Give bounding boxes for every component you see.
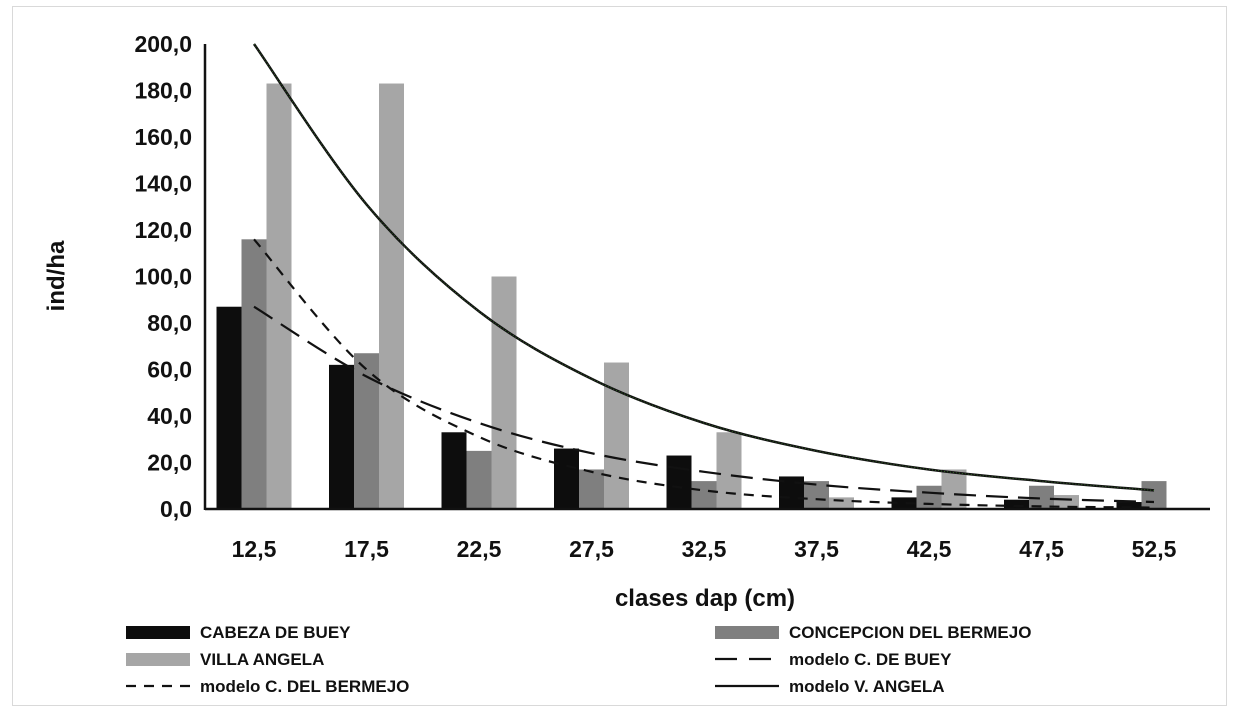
- bar: [354, 353, 379, 509]
- bar: [941, 469, 967, 509]
- bar: [666, 455, 692, 509]
- bar: [466, 450, 492, 509]
- bar: [1029, 485, 1054, 509]
- bar: [241, 239, 267, 510]
- bar: [829, 497, 854, 509]
- x-tick-label: 22,5: [457, 536, 502, 562]
- bar: [441, 432, 467, 509]
- y-tick-label: 80,0: [147, 310, 192, 336]
- y-tick-label: 160,0: [134, 124, 192, 150]
- y-tick-label: 20,0: [147, 450, 192, 476]
- legend-label: CABEZA DE BUEY: [200, 623, 351, 642]
- y-axis-title: ind/ha: [43, 240, 70, 311]
- x-tick-label: 52,5: [1132, 536, 1177, 562]
- x-tick-label: 37,5: [794, 536, 839, 562]
- x-tick-label: 27,5: [569, 536, 614, 562]
- bar: [216, 306, 242, 509]
- y-tick-label: 180,0: [134, 78, 192, 104]
- y-tick-label: 40,0: [147, 403, 192, 429]
- chart-frame: [12, 6, 1227, 706]
- legend-label: modelo C. DE BUEY: [789, 650, 952, 669]
- y-tick-label: 0,0: [160, 496, 192, 522]
- legend-swatch: [126, 653, 190, 666]
- y-tick-label: 60,0: [147, 357, 192, 383]
- model-curve-overlay: [253, 43, 1155, 491]
- bar: [554, 448, 579, 509]
- bar: [691, 481, 717, 509]
- y-tick-label: 200,0: [134, 31, 192, 57]
- bar: [266, 83, 292, 510]
- x-tick-label: 47,5: [1019, 536, 1064, 562]
- bar: [916, 485, 942, 509]
- x-tick-label: 42,5: [907, 536, 952, 562]
- x-tick-label: 17,5: [344, 536, 389, 562]
- model-curve: [253, 238, 1155, 509]
- legend-label: VILLA ANGELA: [200, 650, 324, 669]
- y-tick-label: 120,0: [134, 217, 192, 243]
- bar: [891, 497, 917, 509]
- bar: [1116, 502, 1142, 509]
- bar: [1004, 499, 1029, 509]
- bar: [379, 83, 404, 510]
- bar: [491, 276, 517, 509]
- x-tick-label: 32,5: [682, 536, 727, 562]
- bar: [716, 432, 742, 509]
- legend-label: modelo C. DEL BERMEJO: [200, 677, 409, 696]
- legend-label: modelo V. ANGELA: [789, 677, 945, 696]
- y-tick-label: 140,0: [134, 171, 192, 197]
- bar: [604, 362, 629, 509]
- x-tick-label: 12,5: [232, 536, 277, 562]
- x-axis-title: clases dap (cm): [615, 585, 795, 612]
- legend-label: CONCEPCION DEL BERMEJO: [789, 623, 1031, 642]
- legend-swatch: [126, 626, 190, 639]
- bar: [1141, 481, 1167, 509]
- bar: [579, 469, 604, 509]
- legend-swatch: [715, 626, 779, 639]
- bar: [329, 364, 354, 509]
- y-tick-label: 100,0: [134, 264, 192, 290]
- bar: [804, 481, 829, 509]
